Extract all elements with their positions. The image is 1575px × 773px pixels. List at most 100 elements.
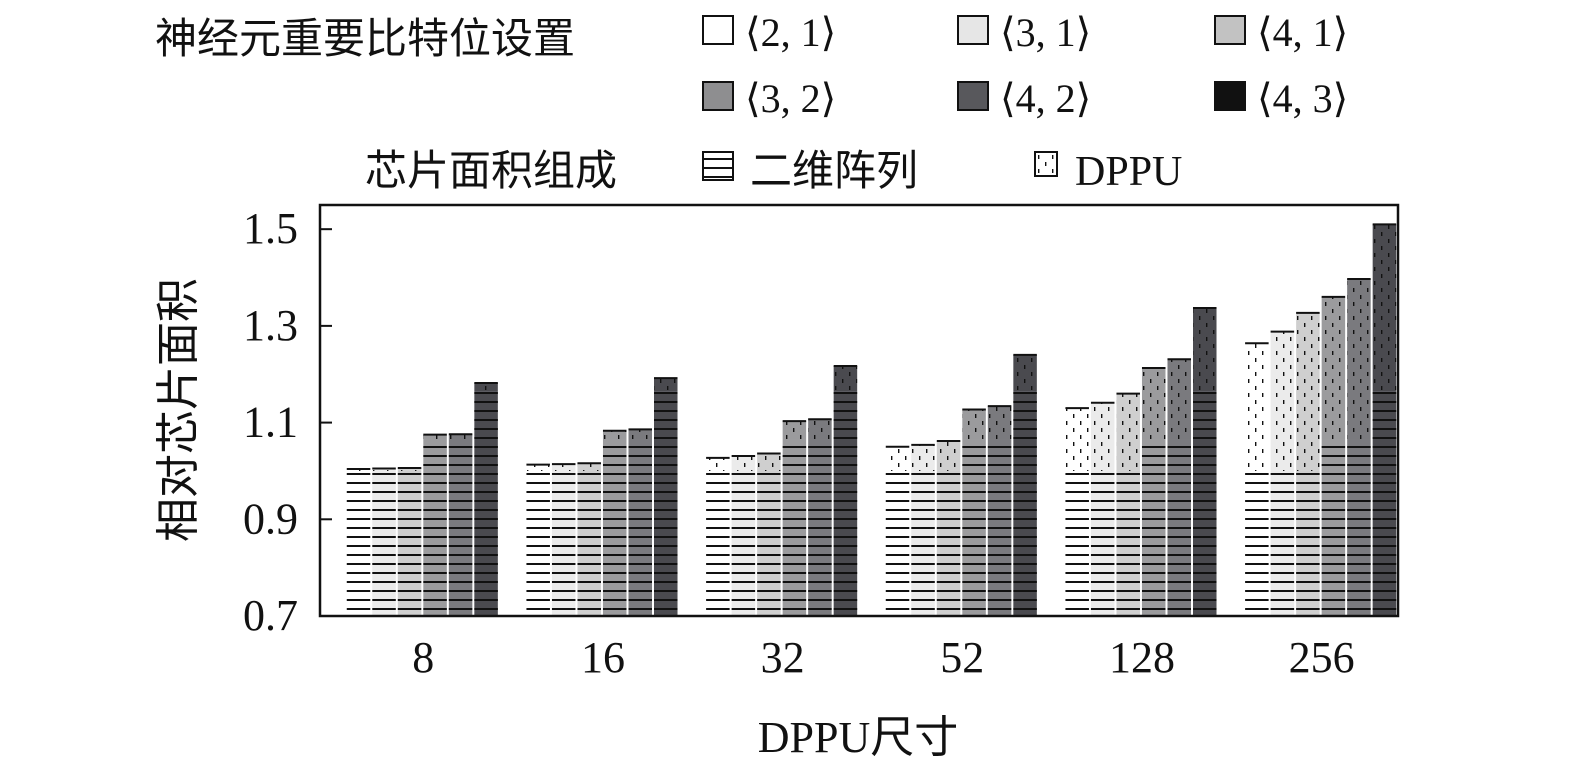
bar-dppu-hatch xyxy=(1270,331,1295,471)
bar-array-hatch xyxy=(1347,439,1371,616)
bar-array-hatch xyxy=(911,470,935,616)
bar-dppu-hatch xyxy=(1193,307,1217,392)
bar-dppu-hatch xyxy=(628,429,653,440)
bar-array-hatch xyxy=(1013,391,1037,616)
bar-dppu-hatch xyxy=(833,366,858,392)
bar-dppu-hatch xyxy=(1116,393,1140,471)
bar-array-hatch xyxy=(782,439,807,616)
legend-composition-item-array[interactable]: 二维阵列 xyxy=(702,149,918,195)
bar-array-hatch xyxy=(654,391,678,616)
bar-dppu-hatch xyxy=(654,378,678,392)
bar-dppu-hatch xyxy=(1167,359,1192,440)
bar-array-hatch xyxy=(526,470,550,616)
bar-array-hatch xyxy=(757,470,781,616)
bar-array-hatch xyxy=(1321,439,1346,616)
legend-series-item[interactable]: ⟨2, 1⟩ xyxy=(702,10,836,55)
bar-marks xyxy=(346,223,1397,616)
bar-dppu-hatch xyxy=(936,440,961,471)
y-tick-label: 0.7 xyxy=(243,591,298,640)
bar-array-hatch xyxy=(1141,439,1166,616)
bar-dppu-hatch xyxy=(577,463,601,471)
bar-dppu-hatch xyxy=(885,446,910,471)
bar-dppu-hatch xyxy=(423,434,447,440)
bar-array-hatch xyxy=(1245,470,1269,616)
bar-array-hatch xyxy=(962,439,986,616)
y-tick-label: 1.1 xyxy=(243,398,298,447)
legend-series-item[interactable]: ⟨4, 3⟩ xyxy=(1214,76,1348,121)
x-axis: 8 16 32 52 128 256 xyxy=(412,633,1354,682)
x-tick-label: 32 xyxy=(761,633,805,682)
bar-array-hatch xyxy=(448,439,473,616)
legend-series-label: ⟨4, 2⟩ xyxy=(1000,76,1091,121)
legend-series-item[interactable]: ⟨4, 2⟩ xyxy=(957,76,1091,121)
legend-series-item[interactable]: ⟨3, 1⟩ xyxy=(957,10,1091,55)
bar-array-hatch xyxy=(833,391,858,616)
bar-array-hatch xyxy=(987,439,1012,616)
legend-series-item[interactable]: ⟨3, 2⟩ xyxy=(702,76,836,121)
bar-dppu-hatch xyxy=(1321,296,1346,440)
bar-array-hatch xyxy=(885,470,910,616)
bar-dppu-hatch xyxy=(782,421,807,440)
legend-series-swatch xyxy=(702,15,734,45)
bar-dppu-hatch xyxy=(1347,278,1371,440)
bar-dppu-hatch xyxy=(474,382,498,392)
legend-array-hatch xyxy=(702,151,734,181)
legend-series: ⟨2, 1⟩ ⟨3, 1⟩ ⟨4, 1⟩ ⟨3, 2⟩ ⟨4, 2⟩ ⟨4, 3… xyxy=(702,10,1348,121)
legend-series-label: ⟨4, 1⟩ xyxy=(1257,10,1348,55)
y-tick-label: 0.9 xyxy=(243,494,298,543)
bar-array-hatch xyxy=(602,439,627,616)
bar-dppu-hatch xyxy=(987,406,1012,440)
bar-array-hatch xyxy=(474,391,498,616)
y-axis: 0.7 0.9 1.1 1.3 1.5 xyxy=(243,204,332,640)
bar-dppu-hatch xyxy=(1065,408,1089,471)
bar-array-hatch xyxy=(936,470,961,616)
bar-array-hatch xyxy=(808,439,832,616)
bar-dppu-hatch xyxy=(731,455,756,471)
bar-array-hatch xyxy=(397,470,422,616)
bar-dppu-hatch xyxy=(962,409,986,440)
x-tick-label: 256 xyxy=(1289,633,1355,682)
x-axis-label: DPPU尺寸 xyxy=(758,713,959,762)
bar-dppu-hatch xyxy=(1245,343,1269,471)
bar-dppu-hatch xyxy=(448,434,473,440)
bar-dppu-hatch xyxy=(551,464,576,471)
legend-series-swatch xyxy=(702,81,734,111)
x-tick-label: 16 xyxy=(581,633,625,682)
bar-array-hatch xyxy=(1116,470,1140,616)
bar-dppu-hatch xyxy=(911,444,935,471)
bar-array-hatch xyxy=(1372,391,1397,616)
plot-frame xyxy=(318,203,1400,618)
bar-array-hatch xyxy=(628,439,653,616)
bar-dppu-hatch xyxy=(1141,367,1166,440)
y-axis-label: 相对芯片面积 xyxy=(154,278,203,542)
legend-composition-item-dppu[interactable]: DPPU xyxy=(1034,149,1182,195)
legend-series-swatch xyxy=(957,81,989,111)
bar-array-hatch xyxy=(1296,470,1320,616)
bar-dppu-hatch xyxy=(1372,224,1397,392)
legend-dppu-label: DPPU xyxy=(1075,149,1182,195)
legend-composition-title: 芯片面积组成 xyxy=(365,149,617,195)
legend-dppu-hatch xyxy=(1034,151,1058,177)
y-tick-label: 1.5 xyxy=(243,204,298,253)
legend-series-swatch xyxy=(957,15,989,45)
bar-array-hatch xyxy=(346,470,371,616)
bar-array-hatch xyxy=(372,470,396,616)
bar-array-hatch xyxy=(1167,439,1192,616)
bar-array-hatch xyxy=(706,470,730,616)
bar-dppu-hatch xyxy=(372,468,396,471)
bar-array-hatch xyxy=(551,470,576,616)
bar-array-hatch xyxy=(1090,470,1115,616)
bar-array-hatch xyxy=(731,470,756,616)
bar-array-hatch xyxy=(423,439,447,616)
legend-series-item[interactable]: ⟨4, 1⟩ xyxy=(1214,10,1348,55)
legend-series-swatch xyxy=(1214,81,1246,111)
bar-array-hatch xyxy=(1270,470,1295,616)
bar-dppu-hatch xyxy=(397,468,422,471)
x-tick-label: 128 xyxy=(1109,633,1175,682)
bar-array-hatch xyxy=(577,470,601,616)
legend-series-label: ⟨4, 3⟩ xyxy=(1257,76,1348,121)
bar-dppu-hatch xyxy=(706,457,730,471)
legend-series-label: ⟨3, 1⟩ xyxy=(1000,10,1091,55)
bar-dppu-hatch xyxy=(1090,402,1115,471)
